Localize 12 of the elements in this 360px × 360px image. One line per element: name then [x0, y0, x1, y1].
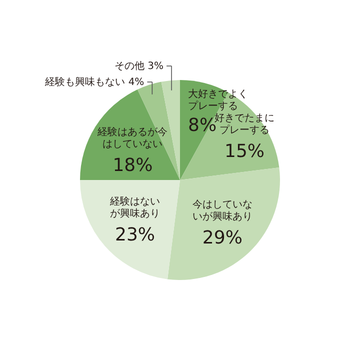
slice-label: 今はしていないが興味あり — [192, 198, 252, 222]
slice-label: 経験はあるが今はしていない — [96, 126, 168, 150]
pie-slice — [167, 167, 280, 280]
slice-label: 経験はないが興味あり — [108, 196, 160, 220]
slice-label: その他 3% — [114, 60, 164, 72]
slice-label: 経験も興味もない 4% — [44, 76, 144, 88]
data-label: 29% — [202, 227, 242, 248]
data-label: 15% — [224, 141, 265, 162]
slice-label: 好きでたまにプレーする — [214, 113, 275, 136]
data-label: 18% — [112, 154, 153, 176]
data-label: 23% — [114, 224, 155, 246]
pie-slice — [80, 180, 180, 280]
